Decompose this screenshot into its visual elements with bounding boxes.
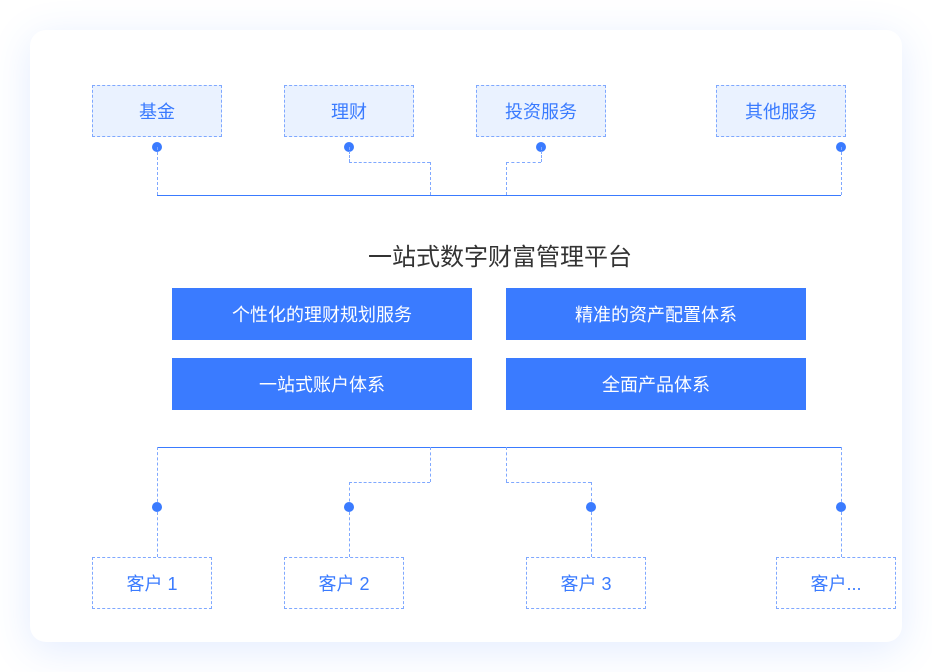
connector-dot [152, 502, 162, 512]
bottom-box-label: 客户 1 [126, 570, 177, 596]
bottom-box-label: 客户... [810, 570, 861, 596]
connector-line [157, 447, 158, 507]
connector-line [591, 512, 592, 557]
top-box-other: 其他服务 [716, 85, 846, 137]
top-box-invest: 投资服务 [476, 85, 606, 137]
bottom-box-client2: 客户 2 [284, 557, 404, 609]
feature-box-product: 全面产品体系 [506, 358, 806, 410]
connector-line [157, 147, 158, 195]
top-box-label: 理财 [331, 98, 367, 124]
connector-line [506, 447, 507, 482]
feature-box-allocation: 精准的资产配置体系 [506, 288, 806, 340]
platform-title: 一站式数字财富管理平台 [330, 237, 670, 272]
bottom-box-label: 客户 2 [318, 570, 369, 596]
connector-line [541, 147, 542, 162]
feature-label: 一站式账户体系 [259, 371, 385, 397]
feature-box-account: 一站式账户体系 [172, 358, 472, 410]
connector-line [157, 512, 158, 557]
connector-dot [344, 502, 354, 512]
bottom-box-client-more: 客户... [776, 557, 896, 609]
connector-line [506, 162, 507, 195]
connector-line [430, 447, 431, 482]
connector-line [349, 162, 430, 163]
connector-line [841, 147, 842, 195]
connector-line [349, 482, 430, 483]
connector-dot [836, 502, 846, 512]
trunk-line-top [157, 195, 841, 196]
bottom-box-label: 客户 3 [560, 570, 611, 596]
trunk-line-bottom [157, 447, 841, 448]
top-box-wealth: 理财 [284, 85, 414, 137]
feature-label: 精准的资产配置体系 [575, 301, 737, 327]
connector-line [430, 162, 431, 195]
top-box-label: 其他服务 [745, 98, 817, 124]
connector-line [506, 162, 541, 163]
connector-line [349, 512, 350, 557]
diagram-card: 基金 理财 投资服务 其他服务 一站式数字财富管理平台 个性化的理财规划服务 精… [30, 30, 902, 642]
top-box-label: 投资服务 [505, 98, 577, 124]
connector-line [506, 482, 591, 483]
feature-box-planning: 个性化的理财规划服务 [172, 288, 472, 340]
connector-dot [586, 502, 596, 512]
connector-line [841, 447, 842, 507]
connector-line [349, 147, 350, 162]
feature-label: 全面产品体系 [602, 371, 710, 397]
feature-label: 个性化的理财规划服务 [232, 301, 412, 327]
bottom-box-client1: 客户 1 [92, 557, 212, 609]
top-box-fund: 基金 [92, 85, 222, 137]
top-box-label: 基金 [139, 98, 175, 124]
bottom-box-client3: 客户 3 [526, 557, 646, 609]
connector-line [841, 512, 842, 557]
